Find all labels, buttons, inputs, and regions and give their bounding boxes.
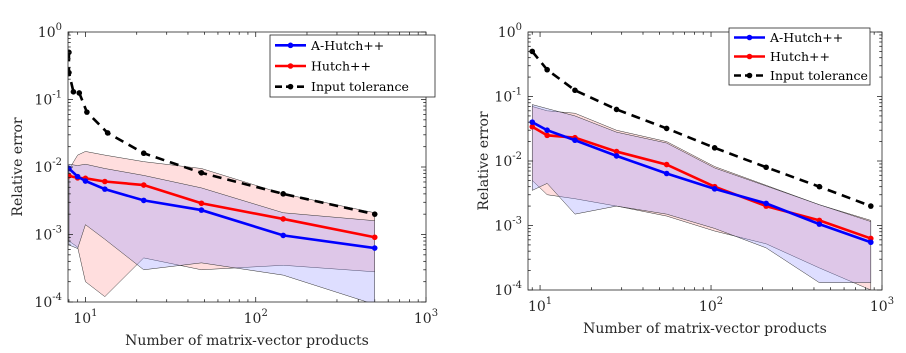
legend: A-Hutch++ Hutch++ Input tolerance	[269, 34, 436, 98]
x-axis-label: Number of matrix-vector products	[125, 333, 369, 349]
data-point-hutch	[544, 132, 550, 139]
data-point-a-hutch	[544, 127, 550, 134]
legend-label-input-tolerance: Input tolerance	[311, 79, 409, 94]
data-point-a-hutch	[280, 232, 286, 239]
chart-panel-2: 100 10-1 10-2 10-3 10-4 101 102 103 Number of ma…	[476, 22, 894, 337]
legend-marker-input-tolerance	[746, 72, 753, 79]
data-point-a-hutch	[711, 186, 718, 192]
y-axis-label: Relative error	[476, 111, 492, 210]
plot-content	[68, 49, 378, 302]
legend-marker-hutch	[287, 63, 294, 69]
y-tick-label: 10-1	[494, 87, 522, 106]
data-point-a-hutch	[663, 170, 670, 177]
legend-label-a-hutch: A-Hutch++	[310, 38, 384, 53]
legend-marker-a-hutch	[287, 42, 294, 49]
data-point-input-tolerance	[529, 48, 536, 55]
data-point-input-tolerance	[104, 130, 111, 136]
legend-label-hutch: Hutch++	[770, 49, 830, 64]
data-point-input-tolerance	[70, 89, 77, 95]
data-point-input-tolerance	[198, 170, 205, 176]
legend-label-hutch: Hutch++	[311, 59, 371, 74]
y-tick-label: 10-1	[34, 90, 62, 109]
data-point-a-hutch	[763, 200, 769, 207]
data-point-a-hutch	[82, 178, 89, 184]
data-point-input-tolerance	[544, 66, 550, 73]
data-point-a-hutch	[198, 207, 205, 213]
data-point-a-hutch	[572, 137, 578, 144]
y-tick-label: 100	[38, 22, 62, 41]
data-point-a-hutch	[102, 186, 108, 192]
legend-marker-a-hutch	[746, 34, 753, 41]
x-tick-label: 102	[244, 308, 268, 327]
data-point-hutch	[529, 123, 536, 130]
x-tick-label: 102	[699, 296, 723, 315]
data-point-input-tolerance	[371, 211, 378, 217]
data-point-a-hutch	[816, 221, 823, 227]
legend: A-Hutch++ Hutch++ Input tolerance	[728, 27, 871, 86]
data-point-input-tolerance	[613, 106, 620, 113]
series-line-input-tolerance	[68, 52, 376, 216]
data-point-input-tolerance	[711, 145, 718, 151]
data-point-a-hutch	[529, 119, 536, 125]
data-point-hutch	[663, 161, 670, 168]
y-tick-label: 10-3	[34, 225, 62, 244]
y-tick-label: 10-4	[34, 292, 62, 311]
data-point-hutch	[102, 178, 108, 185]
data-point-input-tolerance	[763, 164, 769, 171]
y-tick-label: 10-2	[494, 151, 522, 170]
data-point-a-hutch	[613, 153, 620, 159]
data-point-input-tolerance	[663, 125, 670, 132]
data-point-a-hutch	[74, 173, 81, 180]
data-point-input-tolerance	[280, 191, 286, 197]
x-tick-label: 101	[73, 308, 97, 327]
data-point-hutch	[371, 234, 378, 241]
y-tick-label: 100	[498, 22, 522, 41]
x-tick-label: 101	[528, 296, 552, 315]
data-point-input-tolerance	[816, 183, 823, 190]
x-tick-label: 103	[414, 308, 438, 327]
data-point-hutch	[140, 182, 147, 188]
x-axis-label: Number of matrix-vector products	[583, 321, 827, 337]
legend-marker-hutch	[746, 53, 753, 60]
data-point-input-tolerance	[140, 150, 147, 157]
legend-marker-input-tolerance	[287, 83, 294, 90]
y-tick-label: 10-3	[494, 216, 522, 235]
data-point-input-tolerance	[84, 109, 90, 115]
chart-panel-1: 100 10-1 10-2 10-3 10-4 101 102 103 Number of ma…	[10, 22, 438, 349]
legend-label-input-tolerance: Input tolerance	[770, 68, 868, 83]
y-axis-label: Relative error	[10, 117, 26, 216]
y-tick-label: 10-2	[34, 157, 62, 176]
data-point-input-tolerance	[76, 90, 83, 96]
data-point-input-tolerance	[868, 203, 874, 209]
data-point-input-tolerance	[68, 69, 72, 76]
plot-content	[529, 48, 874, 290]
data-point-a-hutch	[140, 197, 147, 204]
data-point-a-hutch	[371, 245, 378, 251]
data-point-hutch	[613, 148, 620, 155]
x-tick-label: 103	[870, 296, 894, 315]
y-tick-label: 10-4	[494, 280, 522, 299]
legend-label-a-hutch: A-Hutch++	[769, 30, 843, 45]
data-point-hutch	[280, 216, 286, 222]
data-point-input-tolerance	[572, 87, 578, 94]
data-point-hutch	[198, 200, 205, 207]
data-point-a-hutch	[868, 239, 874, 246]
